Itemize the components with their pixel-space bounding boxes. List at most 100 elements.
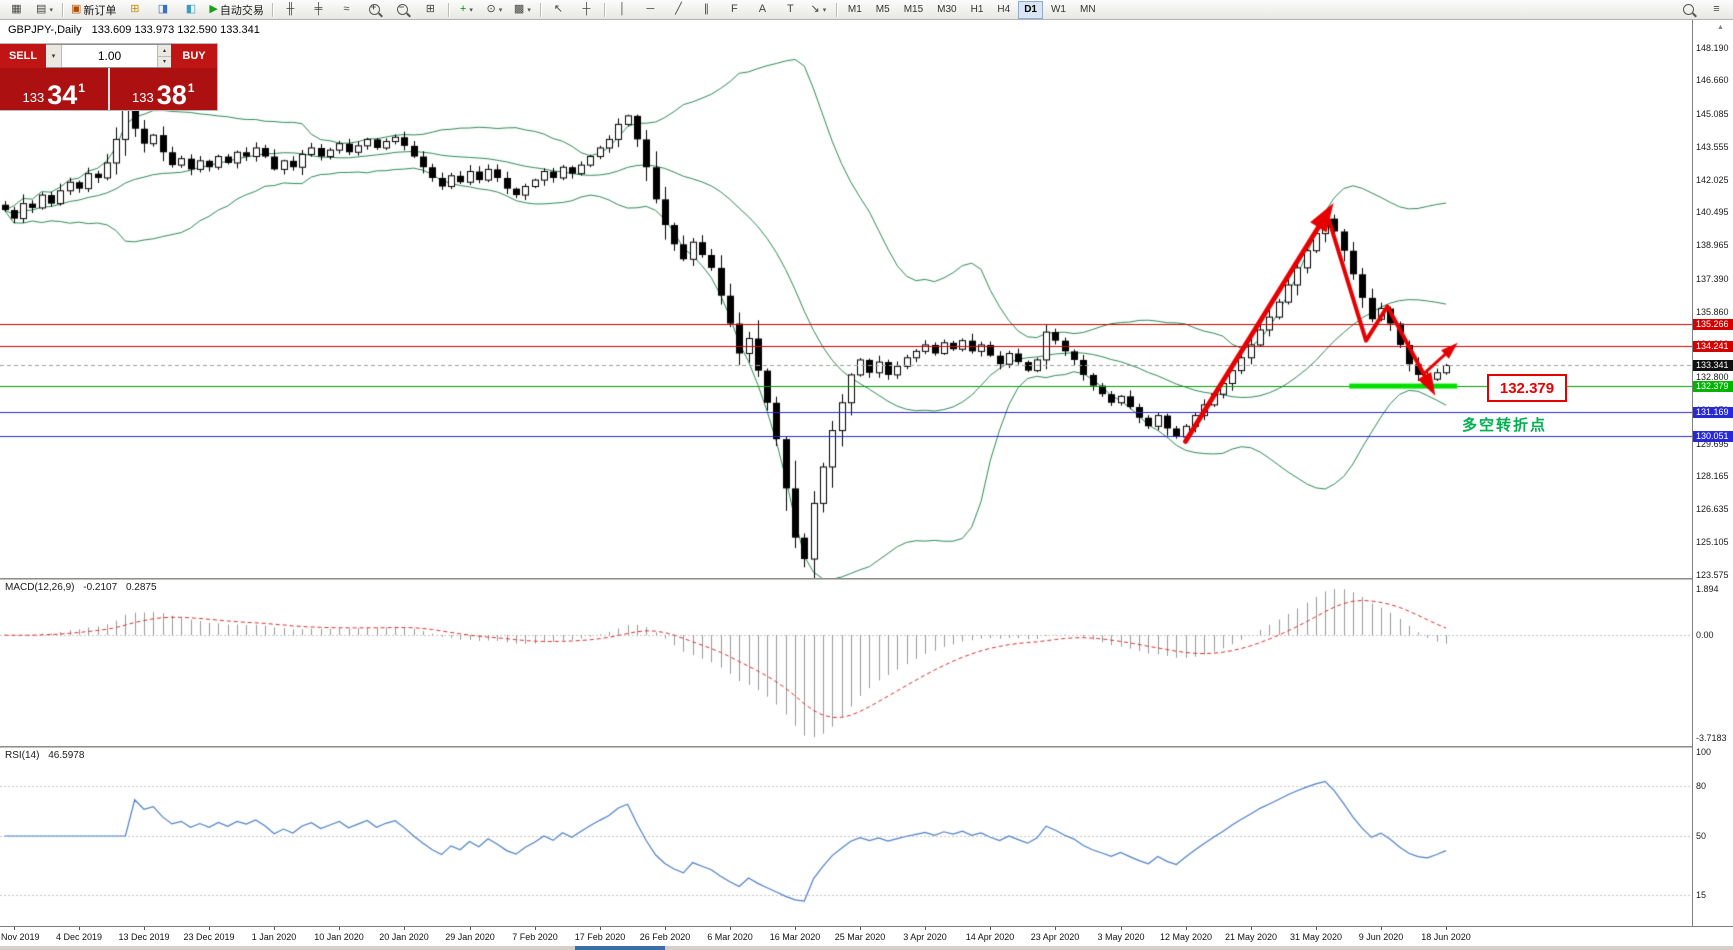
text-label-icon: T (787, 3, 794, 15)
macd-signal-value: 0.2875 (125, 582, 157, 593)
auto-trading-button[interactable]: ▶ 自动交易 (205, 0, 267, 19)
pane-separator[interactable] (0, 746, 1733, 748)
pane-separator[interactable] (0, 578, 1733, 580)
tile-windows-button[interactable]: ⊞ (417, 0, 444, 19)
text-label-button[interactable]: T (777, 0, 804, 19)
volume-dropdown-button[interactable]: ▾ (46, 45, 62, 67)
timeframe-mn-button[interactable]: MN (1079, 4, 1096, 15)
bar-chart-mode-button[interactable]: ╫ (277, 0, 304, 19)
spinner-up-icon: ▴ (162, 47, 166, 54)
timeframe-h1-button[interactable]: H1 (970, 4, 984, 15)
axis-label: 138.965 (1696, 240, 1729, 251)
new-order-button[interactable]: ▣ 新订单 (67, 0, 120, 19)
rsi-pane-canvas[interactable] (0, 748, 1692, 926)
time-tick (339, 927, 340, 930)
rsi-value: 46.5978 (48, 750, 85, 761)
menu-button[interactable]: ≡ (1703, 0, 1730, 19)
dropdown-arrow-icon: ▾ (822, 6, 827, 14)
sell-price-big: 34 (47, 80, 78, 111)
fibonacci-retracement-button[interactable]: F (721, 0, 748, 19)
search-icon (1683, 4, 1694, 15)
trendline-button[interactable]: ╱ (665, 0, 692, 19)
time-label: 4 Dec 2019 (55, 932, 103, 942)
bottom-strip (0, 946, 1733, 950)
sell-price-prefix: 133 (22, 90, 45, 105)
time-tick (79, 927, 80, 930)
chart-profiles-button[interactable]: ▤ ▾ (31, 0, 58, 19)
vertical-line-button[interactable]: │ (609, 0, 636, 19)
candlestick-mode-button[interactable]: ╪ (305, 0, 332, 19)
timeframe-m30-button[interactable]: M30 (937, 4, 957, 15)
line-chart-mode-icon: ≈ (343, 3, 350, 15)
new-chart-button[interactable]: ▦ (3, 0, 30, 19)
time-label: 20 Jan 2020 (379, 932, 429, 942)
horizontal-line-icon: ─ (646, 3, 655, 15)
dropdown-arrow-icon: ▾ (527, 6, 531, 14)
buy-price-display[interactable]: 133 38 1 (109, 68, 217, 110)
navigator-button[interactable]: ◧ (177, 0, 204, 19)
time-label: 21 May 2020 (1224, 932, 1278, 942)
crosshair-button[interactable]: ┼ (573, 0, 600, 19)
indicators-button[interactable]: + ▾ (453, 0, 480, 19)
price-annotation-box: 132.379 (1487, 374, 1567, 402)
timeframe-w1-button[interactable]: W1 (1050, 4, 1066, 15)
tile-windows-icon: ⊞ (425, 3, 435, 15)
volume-stepper: ▴ ▾ (157, 45, 171, 67)
timeframe-d1-button[interactable]: D1 (1018, 0, 1043, 19)
volume-up-button[interactable]: ▴ (158, 45, 171, 57)
sell-button[interactable]: SELL (0, 44, 46, 68)
dropdown-arrow-icon: ▾ (498, 6, 503, 14)
zoom-out-button[interactable] (389, 0, 416, 19)
auto-trading-label: 自动交易 (219, 4, 264, 17)
time-label: 29 Jan 2020 (445, 932, 495, 942)
time-tick (470, 927, 471, 930)
one-click-trading-panel: SELL ▾ 1.00 ▴ ▾ BUY 133 34 1 (0, 44, 217, 110)
volume-down-button[interactable]: ▾ (158, 56, 171, 67)
periods-button[interactable]: ⊙ ▾ (481, 0, 508, 19)
timeframe-m5-button[interactable]: M5 (875, 4, 890, 15)
timeframe-m15-button[interactable]: M15 (903, 4, 924, 15)
arrows-tool-icon: ↘ (810, 3, 820, 15)
axis-label: 126.635 (1696, 504, 1729, 515)
zoom-out-icon (396, 3, 408, 15)
volume-input[interactable]: 1.00 (97, 49, 122, 63)
time-tick (665, 927, 666, 930)
time-label: 25 Mar 2020 (834, 932, 886, 942)
timeframe-h4-button[interactable]: H4 (997, 4, 1011, 15)
price-axis[interactable]: ▲ 148.190 146.660 145.085 143.555 142.025 140… (1692, 20, 1733, 926)
axis-label: 125.105 (1696, 536, 1729, 547)
data-window-icon: ◨ (157, 3, 169, 15)
time-tick (795, 927, 796, 930)
horizontal-line-button[interactable]: ─ (637, 0, 664, 19)
time-tick (990, 927, 991, 930)
time-tick (14, 927, 15, 930)
time-tick (1251, 927, 1252, 930)
equidistant-channel-button[interactable]: ∥ (693, 0, 720, 19)
axis-label: 148.190 (1696, 42, 1729, 53)
horizontal-scrollbar-thumb[interactable] (575, 946, 665, 950)
time-label: 7 Feb 2020 (512, 932, 558, 942)
menu-icon: ≡ (1713, 3, 1720, 15)
timeframe-m1-button[interactable]: M1 (847, 4, 862, 15)
price-chart-canvas[interactable] (0, 42, 1692, 578)
data-window-button[interactable]: ◨ (149, 0, 176, 19)
axis-label: 137.390 (1696, 273, 1729, 284)
macd-pane-canvas[interactable] (0, 580, 1692, 746)
text-button[interactable]: A (749, 0, 776, 19)
search-button[interactable] (1675, 0, 1702, 19)
equidistant-channel-icon: ∥ (703, 3, 710, 15)
zoom-in-button[interactable] (361, 0, 388, 19)
templates-button[interactable]: ▩ ▾ (509, 0, 536, 19)
cursor-button[interactable]: ↖ (545, 0, 572, 19)
sell-price-display[interactable]: 133 34 1 (0, 68, 108, 110)
arrows-tool-button[interactable]: ↘ ▾ (805, 0, 832, 19)
buy-button[interactable]: BUY (171, 44, 217, 68)
time-label: 12 May 2020 (1159, 932, 1213, 942)
toolbar-separator (539, 2, 541, 17)
time-tick (1121, 927, 1122, 930)
market-watch-button[interactable]: ⊞ (121, 0, 148, 19)
templates-icon: ▩ (513, 3, 525, 15)
toolbar-separator (447, 2, 449, 17)
line-chart-mode-button[interactable]: ≈ (333, 0, 360, 19)
time-axis[interactable]: 25 Nov 2019 4 Dec 2019 13 Dec 2019 23 Dec 2… (0, 926, 1733, 946)
